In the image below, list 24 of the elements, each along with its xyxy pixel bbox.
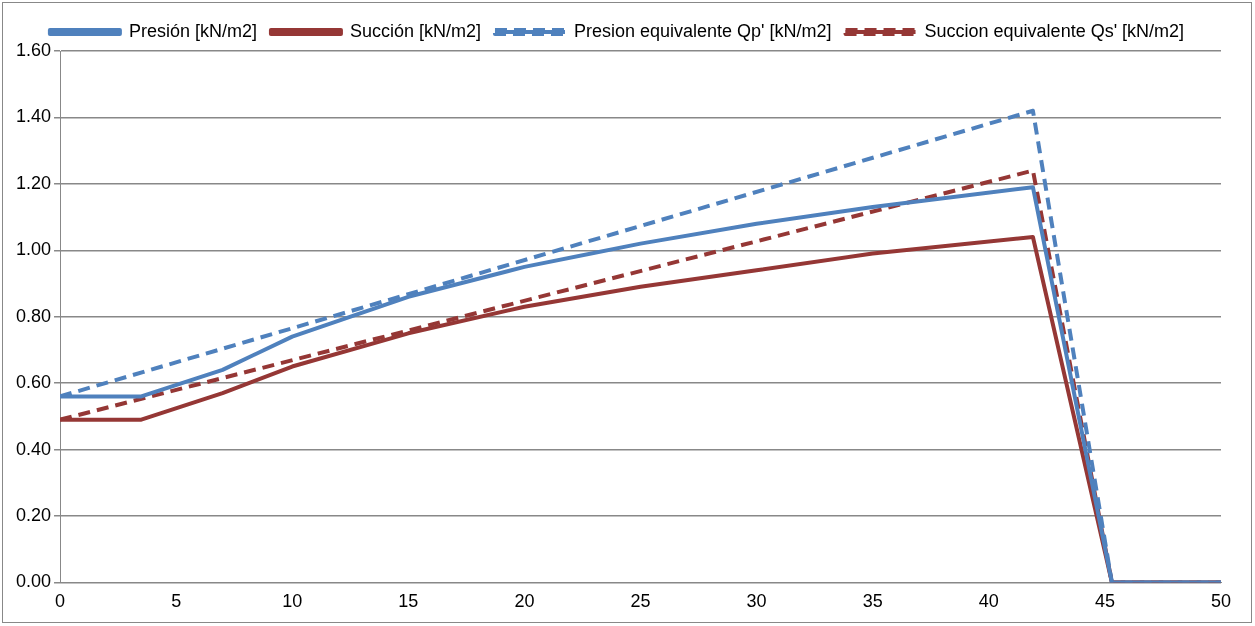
y-tick-label: 1.00 [15,239,52,260]
y-tick-label: 0.20 [15,504,52,525]
x-tick-label: 35 [862,591,883,612]
x-tick-label: 30 [746,591,767,612]
x-tick-label: 25 [630,591,651,612]
y-tick-label: 0.60 [15,372,52,393]
legend-label: Presion equivalente Qp' [kN/m2] [573,20,832,41]
x-tick-label: 45 [1094,591,1115,612]
x-tick-label: 5 [171,591,182,612]
x-tick-label: 50 [1210,591,1232,612]
y-tick-label: 0.40 [15,438,52,459]
y-tick-label: 0.80 [15,305,52,326]
y-tick-label: 1.60 [15,39,52,60]
x-tick-label: 0 [55,591,66,612]
x-tick-label: 15 [398,591,419,612]
legend-label: Succión [kN/m2] [349,20,481,41]
legend-label: Presión [kN/m2] [128,20,257,41]
y-tick-label: 0.00 [15,571,52,592]
x-tick-label: 20 [514,591,535,612]
y-tick-label: 1.40 [15,106,52,127]
y-tick-label: 1.20 [15,172,52,193]
legend-label: Succion equivalente Qs' [kN/m2] [924,20,1185,41]
x-tick-label: 40 [978,591,999,612]
x-tick-label: 10 [282,591,303,612]
